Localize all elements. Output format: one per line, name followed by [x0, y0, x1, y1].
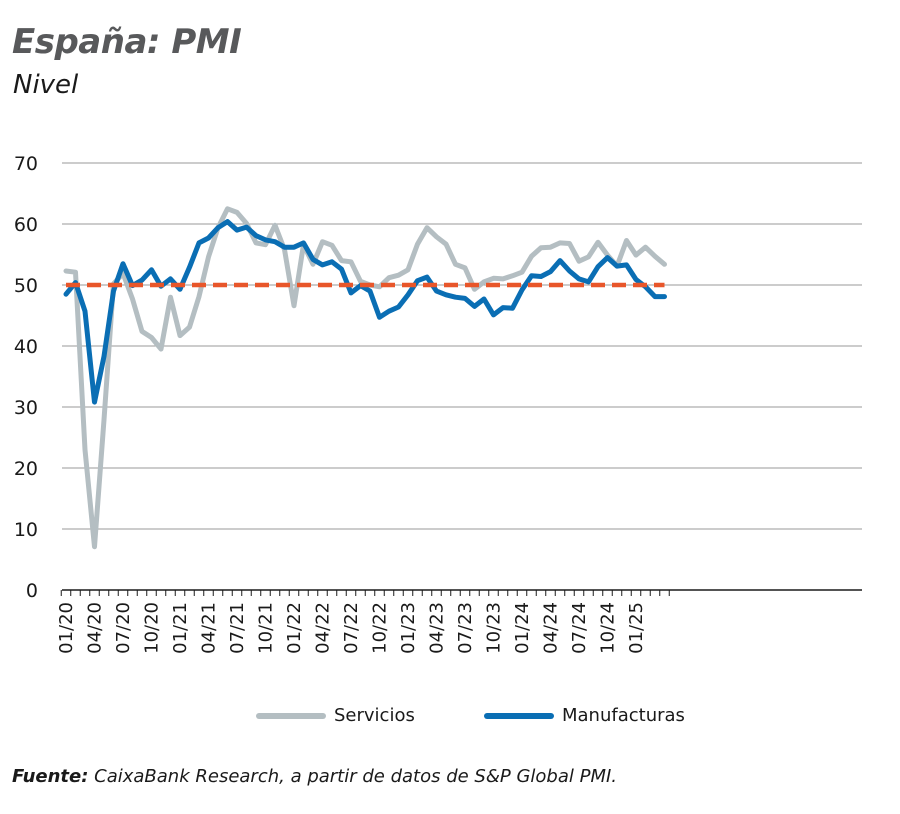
y-tick-label-0: 0 [26, 580, 38, 602]
x-tick-label-01-22: 01/22 [284, 602, 305, 654]
x-tick-label-10-23: 10/23 [484, 602, 505, 654]
pmi-line-chart: 0 10 20 30 40 50 60 70 01/20 04/20 07/20 10/20 01/21… [14, 153, 862, 654]
chart-subtitle: Nivel [13, 70, 79, 100]
x-tick-label-04-24: 04/24 [541, 602, 562, 654]
x-tick-label-04-21: 04/21 [199, 602, 220, 654]
x-tick-label-01-20: 01/20 [56, 602, 77, 654]
series-line-manufacturas [63, 219, 667, 405]
x-tick-label-10-22: 10/22 [370, 602, 391, 654]
x-tick-label-10-21: 10/21 [256, 602, 277, 654]
x-tick-label-04-22: 04/22 [313, 602, 334, 654]
x-tick-label-07-22: 07/22 [341, 602, 362, 654]
y-tick-label-60: 60 [14, 214, 38, 236]
x-tick-label-04-20: 04/20 [85, 602, 106, 654]
x-tick-label-01-25: 01/25 [626, 602, 647, 654]
legend-label-servicios: Servicios [334, 705, 415, 726]
legend-item-servicios: Servicios [256, 705, 415, 726]
x-tick-label-07-21: 07/21 [227, 602, 248, 654]
legend-swatch-manufacturas [484, 712, 554, 719]
y-tick-label-50: 50 [14, 275, 38, 297]
y-tick-label-10: 10 [14, 519, 38, 541]
y-tick-label-40: 40 [14, 336, 38, 358]
x-tick-label-04-23: 04/23 [427, 602, 448, 654]
y-tick-label-30: 30 [14, 397, 38, 419]
chart-legend: Servicios Manufacturas [0, 705, 900, 729]
x-tick-label-10-24: 10/24 [598, 602, 619, 654]
x-tick-label-07-24: 07/24 [569, 602, 590, 654]
series-line-servicios [63, 206, 667, 550]
x-tick-label-10-20: 10/20 [142, 602, 163, 654]
x-tick-label-01-21: 01/21 [170, 602, 191, 654]
legend-item-manufacturas: Manufacturas [484, 705, 685, 726]
x-tick-label-01-23: 01/23 [398, 602, 419, 654]
x-tick-label-07-20: 07/20 [113, 602, 134, 654]
x-tick-label-07-23: 07/23 [455, 602, 476, 654]
x-tick-label-01-24: 01/24 [512, 602, 533, 654]
source-label: Fuente: [12, 766, 89, 787]
legend-swatch-servicios [256, 712, 326, 719]
legend-label-manufacturas: Manufacturas [562, 705, 685, 726]
y-tick-label-70: 70 [14, 153, 38, 175]
source-note: Fuente: CaixaBank Research, a partir de … [12, 766, 617, 787]
source-text: CaixaBank Research, a partir de datos de… [88, 766, 618, 787]
chart-title: España: PMI [12, 22, 242, 62]
y-tick-label-20: 20 [14, 458, 38, 480]
